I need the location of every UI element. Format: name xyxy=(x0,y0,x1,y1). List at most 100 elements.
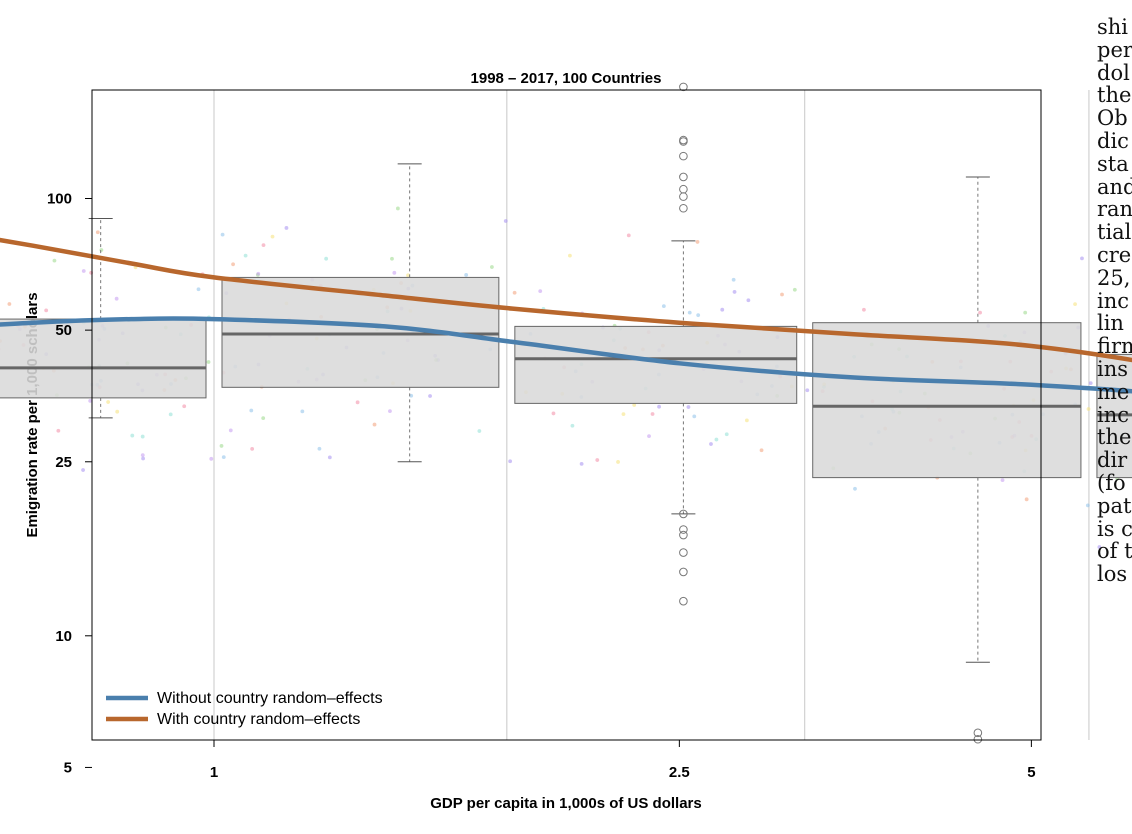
scatter-point xyxy=(406,273,410,278)
side-text-line: per xyxy=(1097,37,1132,62)
scatter-point xyxy=(616,460,620,464)
box xyxy=(0,318,207,399)
scatter-point xyxy=(464,273,469,277)
side-text-line: dir xyxy=(1097,448,1128,473)
outlier-point xyxy=(679,135,688,145)
scatter-point xyxy=(355,400,360,405)
side-text-line: shi xyxy=(1097,15,1129,39)
scatter-point xyxy=(724,432,729,437)
side-text-line: the xyxy=(1097,83,1132,108)
scatter-point xyxy=(409,393,414,398)
chart-title: 1998 – 2017, 100 Countries xyxy=(471,70,662,87)
scatter-point xyxy=(579,461,584,466)
scatter-point xyxy=(219,444,224,448)
scatter-point xyxy=(570,423,575,428)
side-text-line: firm xyxy=(1097,334,1132,359)
scatter-point xyxy=(81,269,86,273)
side-text-line: the xyxy=(1097,425,1132,450)
scatter-point xyxy=(324,256,329,261)
scatter-point xyxy=(477,429,482,433)
y-tick-label: 100 xyxy=(47,191,72,208)
scatter-point xyxy=(647,434,651,439)
y-tick-label: 25 xyxy=(55,454,72,471)
scatter-point xyxy=(1097,545,1102,549)
scatter-point xyxy=(657,404,661,409)
side-text-line: ins xyxy=(1097,356,1129,381)
scatter-point xyxy=(52,258,57,263)
scatter-point xyxy=(853,486,857,491)
scatter-point xyxy=(687,310,692,315)
side-text-line: inc xyxy=(1097,288,1130,313)
scatter-point xyxy=(284,226,289,230)
plot-frame xyxy=(91,89,1042,741)
y-tick-label: 5 xyxy=(64,759,72,776)
scatter-point xyxy=(130,433,135,438)
outlier-point xyxy=(679,203,688,213)
axes: 0.512.551025501005102550100 xyxy=(47,89,1042,781)
scatter-point xyxy=(595,458,600,462)
scatter-point xyxy=(395,206,400,211)
scatter-point xyxy=(1086,407,1091,411)
scatter-point xyxy=(621,412,626,417)
scatter-point xyxy=(632,403,637,407)
scatter-point xyxy=(231,262,235,267)
scatter-point xyxy=(650,412,655,416)
scatter-point xyxy=(661,304,666,309)
scatter-point xyxy=(732,290,737,294)
scatter-point xyxy=(256,271,261,276)
outlier-point xyxy=(679,530,688,540)
scatter-point xyxy=(140,453,145,458)
scatter-point xyxy=(862,307,866,312)
scatter-point xyxy=(270,234,275,239)
outlier-point xyxy=(679,82,688,92)
scatter-point xyxy=(686,405,691,409)
scatter-point xyxy=(140,434,145,439)
side-text-line: pat xyxy=(1097,493,1132,518)
y-tick-label: 10 xyxy=(55,628,72,645)
scatter-point xyxy=(746,298,751,303)
scatter-point xyxy=(759,448,764,453)
side-text-line: of t xyxy=(1097,539,1132,564)
side-text-line: dol xyxy=(1097,60,1130,85)
scatter-point xyxy=(1023,310,1028,315)
scatter-point xyxy=(168,412,173,417)
scatter-point xyxy=(538,289,543,294)
scatter-point xyxy=(692,414,697,419)
scatter-point xyxy=(388,409,392,414)
outlier-point xyxy=(679,509,688,519)
scatter-point xyxy=(7,302,12,306)
y-tick-label: 50 xyxy=(55,322,72,339)
x-tick-label: 2.5 xyxy=(669,764,690,781)
outlier-point xyxy=(679,192,688,201)
legend-label-with: With country random–effects xyxy=(157,711,360,728)
scatter-point xyxy=(141,456,145,461)
scatter-point xyxy=(106,400,111,404)
scatter-point xyxy=(1073,302,1077,307)
legend: Without country random–effects With coun… xyxy=(106,690,383,728)
outlier-point xyxy=(679,567,688,577)
scatter-point xyxy=(317,446,322,451)
scatter-point xyxy=(228,428,233,433)
x-axis-label: GDP per capita in 1,000s of US dollars xyxy=(430,795,702,812)
scatter-point xyxy=(327,455,332,460)
side-text-line: (fo xyxy=(1097,470,1126,495)
scatter-point xyxy=(372,422,377,427)
scatter-point xyxy=(551,411,556,416)
scatter-point xyxy=(695,240,700,244)
side-text-line: me xyxy=(1097,379,1130,404)
scatter-point xyxy=(626,233,631,238)
scatter-point xyxy=(206,360,211,364)
box xyxy=(514,325,798,404)
scatter-point xyxy=(249,408,254,413)
scatter-point xyxy=(1000,478,1005,483)
scatter-point xyxy=(56,428,61,433)
side-text-line: 25, xyxy=(1097,265,1131,290)
smooth-curves xyxy=(0,237,1132,394)
scatter-point xyxy=(503,219,508,223)
side-text-line: ran xyxy=(1097,197,1132,222)
outlier-point xyxy=(679,525,688,534)
scatter-point xyxy=(88,398,93,403)
scatter-point xyxy=(243,253,248,258)
scatter-point xyxy=(182,404,187,409)
